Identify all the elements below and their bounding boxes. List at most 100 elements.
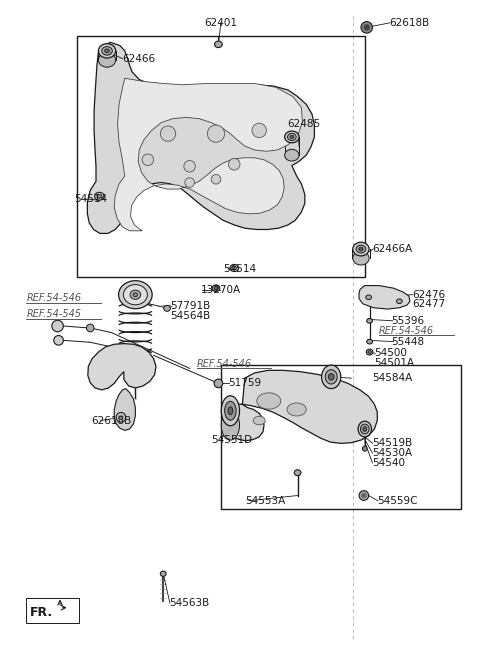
Ellipse shape xyxy=(366,295,372,299)
Ellipse shape xyxy=(98,53,116,67)
Text: 54563B: 54563B xyxy=(169,598,209,608)
Text: REF.54-546: REF.54-546 xyxy=(379,325,434,336)
Text: 62401: 62401 xyxy=(204,18,237,28)
Ellipse shape xyxy=(142,154,154,166)
Text: 54553A: 54553A xyxy=(245,496,285,506)
Text: REF.54-545: REF.54-545 xyxy=(26,309,82,319)
Text: 51759: 51759 xyxy=(228,378,261,389)
Ellipse shape xyxy=(325,370,337,384)
Ellipse shape xyxy=(362,446,367,451)
Ellipse shape xyxy=(368,351,372,353)
Ellipse shape xyxy=(133,293,138,297)
Ellipse shape xyxy=(228,158,240,170)
Ellipse shape xyxy=(358,421,372,437)
Ellipse shape xyxy=(253,417,265,425)
Ellipse shape xyxy=(225,401,236,421)
Text: 54514: 54514 xyxy=(223,263,256,274)
Ellipse shape xyxy=(97,194,102,198)
Ellipse shape xyxy=(361,22,372,33)
Ellipse shape xyxy=(366,349,373,355)
Ellipse shape xyxy=(360,424,369,434)
Text: 57791B: 57791B xyxy=(170,301,211,312)
Bar xyxy=(221,365,461,509)
Ellipse shape xyxy=(367,340,372,344)
Ellipse shape xyxy=(228,407,233,415)
Text: 62485: 62485 xyxy=(287,119,320,129)
Ellipse shape xyxy=(285,131,299,143)
Text: REF.54-546: REF.54-546 xyxy=(197,359,252,369)
Ellipse shape xyxy=(98,44,116,58)
Ellipse shape xyxy=(364,25,370,30)
Text: 54514: 54514 xyxy=(74,194,108,204)
Ellipse shape xyxy=(119,415,123,420)
Text: REF.54-546: REF.54-546 xyxy=(26,293,82,303)
Ellipse shape xyxy=(214,379,223,388)
Ellipse shape xyxy=(285,149,299,161)
Text: 54559C: 54559C xyxy=(377,496,417,506)
Polygon shape xyxy=(225,370,377,443)
Ellipse shape xyxy=(367,319,372,323)
Ellipse shape xyxy=(105,49,109,53)
Text: 62618B: 62618B xyxy=(91,415,132,426)
Text: 54551D: 54551D xyxy=(211,435,252,445)
Ellipse shape xyxy=(211,175,221,184)
Ellipse shape xyxy=(184,160,195,172)
Polygon shape xyxy=(114,389,135,430)
Text: 13270A: 13270A xyxy=(201,285,241,295)
Ellipse shape xyxy=(215,41,222,48)
Text: 55448: 55448 xyxy=(391,336,424,347)
Ellipse shape xyxy=(116,413,126,422)
Ellipse shape xyxy=(221,396,240,426)
Ellipse shape xyxy=(130,290,141,299)
Text: 54540: 54540 xyxy=(372,458,405,468)
Bar xyxy=(77,36,365,277)
Ellipse shape xyxy=(160,126,176,141)
Ellipse shape xyxy=(221,410,240,440)
Ellipse shape xyxy=(353,251,369,265)
Ellipse shape xyxy=(363,426,367,432)
Text: 54500: 54500 xyxy=(374,348,407,359)
Ellipse shape xyxy=(164,305,170,311)
Ellipse shape xyxy=(230,265,239,272)
Ellipse shape xyxy=(359,247,363,251)
Text: 62476: 62476 xyxy=(412,289,445,300)
Ellipse shape xyxy=(356,245,366,253)
Text: 54564B: 54564B xyxy=(170,311,211,321)
Polygon shape xyxy=(359,286,410,309)
Text: 54519B: 54519B xyxy=(372,438,412,449)
Ellipse shape xyxy=(252,123,266,138)
Ellipse shape xyxy=(212,285,220,291)
Text: 54501A: 54501A xyxy=(374,358,415,368)
Ellipse shape xyxy=(52,320,63,332)
Ellipse shape xyxy=(396,299,402,303)
Ellipse shape xyxy=(232,266,236,270)
Text: FR.: FR. xyxy=(30,606,53,619)
Ellipse shape xyxy=(294,469,301,476)
Text: 62618B: 62618B xyxy=(389,18,429,28)
Polygon shape xyxy=(87,42,314,233)
Ellipse shape xyxy=(328,374,334,380)
Ellipse shape xyxy=(86,324,94,332)
Polygon shape xyxy=(114,78,302,231)
Ellipse shape xyxy=(359,491,369,500)
Ellipse shape xyxy=(185,178,194,187)
Text: 62466: 62466 xyxy=(122,53,156,64)
Ellipse shape xyxy=(54,336,63,345)
Ellipse shape xyxy=(290,135,294,138)
Ellipse shape xyxy=(257,393,281,409)
Text: 54530A: 54530A xyxy=(372,448,412,458)
Ellipse shape xyxy=(287,403,306,416)
Ellipse shape xyxy=(160,571,166,576)
Bar xyxy=(26,598,79,623)
Ellipse shape xyxy=(207,125,225,142)
Ellipse shape xyxy=(123,284,147,304)
Text: 62477: 62477 xyxy=(412,299,445,310)
Ellipse shape xyxy=(353,243,369,256)
Ellipse shape xyxy=(95,192,104,200)
Ellipse shape xyxy=(288,133,296,140)
Text: 62466A: 62466A xyxy=(372,244,412,254)
Ellipse shape xyxy=(322,365,341,389)
Text: 55396: 55396 xyxy=(391,316,424,326)
Text: 54584A: 54584A xyxy=(372,373,412,383)
Ellipse shape xyxy=(361,493,366,498)
